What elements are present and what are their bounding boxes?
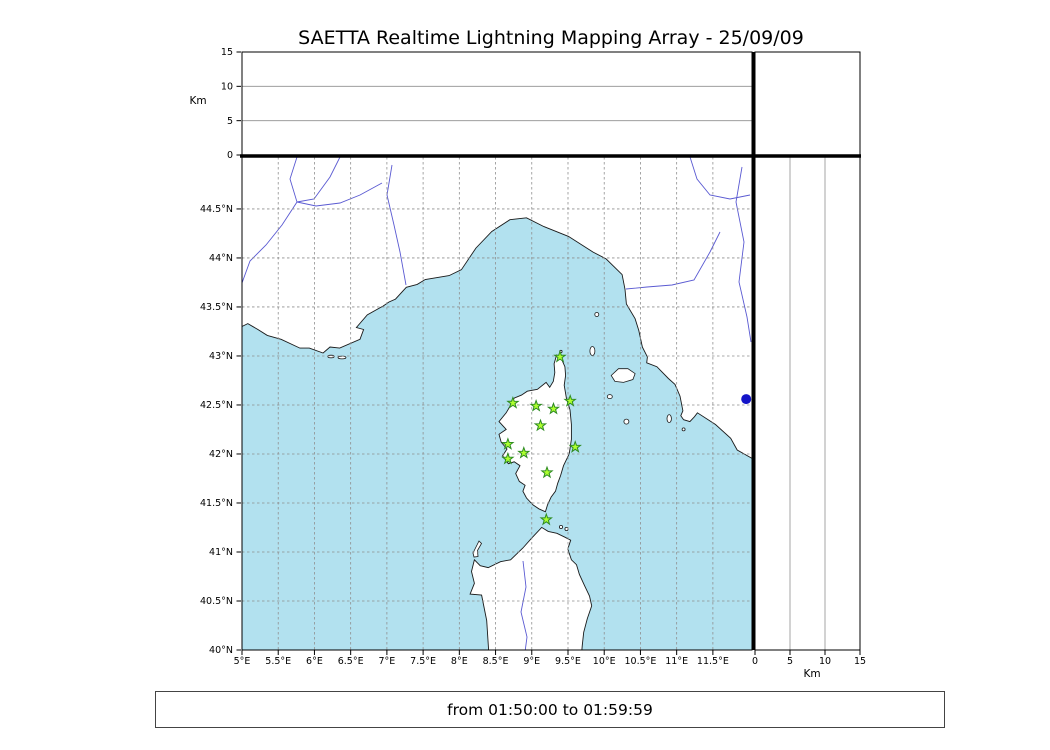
lat-tick-label: 41°N [209, 547, 233, 558]
axis-ticks: 5°E 5.5°E 6°E 6.5°E 7°E 7.5°E 8°E 8.5°E 9°E 9.5°E… [200, 47, 866, 667]
river-coghinas [520, 560, 528, 650]
lat-tick-label: 44°N [209, 253, 233, 264]
station-marker [517, 445, 531, 459]
island-montecristo [623, 418, 630, 425]
lat-tick-label: 44.5°N [200, 204, 233, 215]
lon-tick-label: 8°E [451, 656, 468, 667]
station-markers [501, 349, 582, 526]
status-text: from 01:50:00 to 01:59:59 [447, 700, 653, 719]
river-durance-branch [296, 157, 341, 203]
lon-tick-label: 10.5°E [624, 656, 656, 667]
island-port-cros [337, 355, 347, 360]
altitude-axis-label-top: Km [189, 95, 206, 107]
coastline-mainland [242, 157, 752, 459]
lon-tick-label: 5°E [234, 656, 251, 667]
altitude-lat-panel [754, 156, 861, 651]
station-marker [540, 465, 554, 479]
altitude-lon-panel [241, 51, 753, 156]
station-marker [533, 418, 548, 432]
alt-tick-label-top: 10 [221, 82, 233, 93]
island-giglio [666, 414, 672, 424]
lon-tick-label: 9.5°E [555, 656, 581, 667]
alt-tick-label-right: 0 [752, 656, 758, 667]
lat-tick-label: 41.5°N [200, 498, 233, 509]
island-pianosa [606, 394, 613, 400]
lat-tick-label: 43°N [209, 351, 233, 362]
station-marker [563, 393, 577, 407]
lon-tick-label: 5.5°E [265, 656, 291, 667]
altitude-axis-label-right: Km [803, 668, 820, 680]
island-asinara [472, 540, 482, 558]
alt-tick-label-right: 5 [787, 656, 793, 667]
alt-tick-label-top: 15 [221, 47, 233, 58]
alt-tick-label-right: 10 [819, 656, 831, 667]
map-panel [242, 157, 752, 650]
corner-panel [754, 51, 861, 156]
station-marker [501, 451, 515, 465]
island-capraia [589, 346, 596, 356]
lon-tick-label: 8.5°E [483, 656, 509, 667]
river-var [386, 164, 407, 286]
lat-tick-label: 40°N [209, 645, 233, 656]
lon-tick-label: 7°E [378, 656, 395, 667]
station-marker [501, 437, 515, 450]
page-title: SAETTA Realtime Lightning Mapping Array … [298, 27, 804, 49]
alt-tick-label-right: 15 [854, 656, 866, 667]
lat-tick-label: 43.5°N [200, 302, 233, 313]
lon-tick-label: 11°E [665, 656, 688, 667]
lon-tick-label: 6°E [306, 656, 323, 667]
lat-tick-label: 42.5°N [200, 400, 233, 411]
coastline-sardinia [469, 526, 593, 650]
lon-tick-label: 11.5°E [697, 656, 729, 667]
lat-tick-label: 40.5°N [200, 596, 233, 607]
island-giannutri [681, 427, 686, 432]
island-maddalena-1 [558, 524, 563, 529]
gridlines [242, 85, 826, 650]
lon-tick-label: 7.5°E [410, 656, 436, 667]
alt-tick-label-top: 0 [227, 150, 233, 161]
island-elba [610, 368, 636, 383]
lakes [741, 394, 752, 405]
panel-frames [240, 51, 861, 651]
coastline-corsica [498, 354, 572, 513]
river-durance [242, 157, 298, 284]
station-marker [568, 440, 582, 453]
station-marker [546, 401, 561, 415]
rivers [242, 157, 752, 650]
station-marker [529, 398, 543, 412]
alt-tick-label-top: 5 [227, 116, 233, 127]
lon-tick-label: 6.5°E [338, 656, 364, 667]
status-bar: from 01:50:00 to 01:59:59 [155, 691, 945, 728]
station-marker [553, 349, 567, 363]
station-marker [539, 512, 553, 526]
lon-tick-label: 9°E [523, 656, 540, 667]
river-tiber [735, 166, 752, 343]
lake-bolsena [741, 394, 752, 405]
river-verdon [296, 182, 383, 207]
river-arno [625, 231, 721, 290]
lon-tick-label: 10°E [593, 656, 616, 667]
station-marker [506, 395, 520, 409]
island-gorgona [594, 312, 600, 317]
lat-tick-label: 42°N [209, 449, 233, 460]
